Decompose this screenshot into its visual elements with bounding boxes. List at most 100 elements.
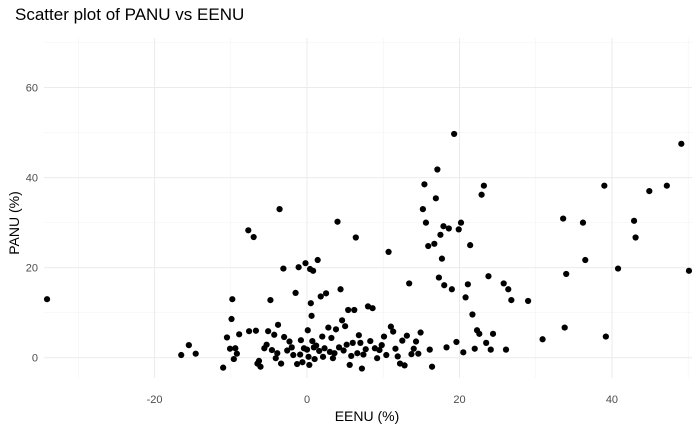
data-point	[362, 346, 369, 353]
data-point	[483, 339, 490, 346]
data-point	[480, 182, 487, 189]
data-point	[340, 347, 347, 354]
data-point	[387, 323, 394, 330]
data-point	[321, 345, 328, 352]
data-point	[367, 337, 374, 345]
data-point	[601, 182, 608, 189]
data-point	[297, 351, 304, 358]
x-axis-title: EENU (%)	[335, 408, 400, 424]
data-point	[297, 337, 305, 344]
data-point	[378, 342, 385, 349]
data-point	[192, 350, 199, 357]
data-point	[294, 360, 301, 368]
data-point	[500, 280, 507, 287]
y-tick-labels: 0 20 40 60	[26, 83, 38, 365]
data-point	[582, 256, 589, 264]
data-point	[437, 231, 444, 238]
data-point	[319, 353, 327, 360]
data-point	[434, 166, 441, 173]
data-point	[245, 227, 252, 234]
y-tick-label: 20	[26, 263, 38, 275]
data-point	[394, 353, 401, 360]
data-point	[539, 336, 546, 343]
data-point	[417, 329, 424, 336]
data-point	[232, 345, 239, 352]
data-point	[265, 328, 272, 335]
data-point	[374, 355, 381, 362]
data-point	[228, 315, 235, 323]
data-point	[332, 326, 340, 333]
y-tick-label: 60	[26, 83, 38, 95]
data-point	[319, 333, 326, 340]
data-point	[469, 311, 476, 318]
data-point	[290, 351, 297, 359]
data-point	[281, 333, 288, 341]
data-point	[307, 300, 314, 307]
data-point	[357, 339, 364, 346]
data-point	[630, 217, 638, 224]
data-point	[220, 364, 227, 371]
data-point	[229, 296, 236, 303]
data-point	[328, 334, 335, 342]
data-point	[441, 282, 448, 289]
data-point	[295, 264, 302, 271]
data-point	[277, 360, 285, 367]
data-point	[432, 195, 439, 202]
data-point	[401, 362, 408, 369]
data-point	[460, 349, 467, 356]
data-point	[178, 351, 185, 359]
data-point	[322, 290, 330, 297]
data-point	[376, 346, 383, 354]
data-point	[406, 280, 413, 287]
data-point	[425, 242, 432, 250]
data-point	[226, 345, 234, 352]
data-point	[632, 234, 639, 241]
data-point	[383, 351, 390, 359]
data-point	[685, 267, 693, 274]
data-point	[464, 281, 471, 288]
data-point	[354, 350, 361, 357]
y-tick-label: 40	[26, 173, 38, 185]
data-point	[250, 233, 257, 241]
data-point	[431, 240, 438, 247]
data-point	[331, 350, 338, 357]
data-point	[267, 296, 274, 304]
data-point	[440, 223, 447, 230]
data-point	[329, 355, 337, 362]
data-point	[280, 265, 287, 272]
data-point	[286, 338, 293, 345]
data-point	[380, 333, 388, 340]
data-point	[678, 140, 685, 147]
data-point	[303, 346, 311, 353]
data-point	[284, 347, 291, 354]
data-point	[43, 296, 51, 303]
data-point	[342, 323, 349, 330]
data-point	[230, 355, 237, 363]
data-point	[313, 342, 320, 349]
data-point	[348, 352, 355, 360]
data-point	[457, 219, 465, 226]
data-point	[508, 296, 515, 304]
data-point	[302, 260, 309, 267]
data-point	[335, 344, 343, 351]
data-point	[334, 218, 341, 225]
data-point	[471, 345, 478, 352]
data-point	[233, 350, 240, 357]
x-tick-labels: -20 0 20 40	[147, 394, 618, 406]
data-point	[299, 359, 306, 366]
data-point	[274, 321, 282, 328]
data-point	[476, 330, 483, 337]
data-point	[451, 130, 458, 138]
data-point	[421, 181, 428, 188]
data-point	[467, 242, 474, 249]
data-point	[399, 337, 406, 344]
x-tick-label: 0	[304, 394, 310, 406]
data-point	[337, 286, 344, 293]
data-point	[274, 350, 281, 357]
data-point	[524, 297, 532, 305]
data-point	[304, 327, 311, 334]
x-tick-label: -20	[147, 394, 163, 406]
data-point	[325, 324, 332, 331]
data-point	[236, 331, 243, 338]
